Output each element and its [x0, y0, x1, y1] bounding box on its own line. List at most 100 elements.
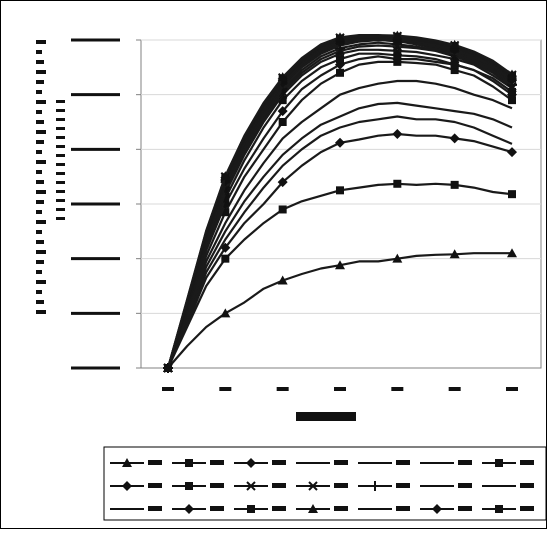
y-axis-title-fragment [56, 118, 65, 121]
legend-item [482, 483, 534, 488]
data-point [507, 248, 517, 258]
y-axis-title-fragment [36, 240, 44, 244]
data-point [449, 133, 460, 144]
x-tick-label [448, 387, 461, 391]
y-axis-title-fragment [36, 210, 42, 214]
data-point [507, 69, 517, 79]
legend-item [110, 506, 162, 511]
data-point [221, 254, 230, 263]
data-point [336, 186, 344, 195]
data-point [495, 459, 503, 467]
data-point [336, 55, 344, 64]
y-axis-title-fragment [36, 260, 44, 264]
data-point [392, 253, 403, 263]
data-point [278, 96, 287, 105]
legend-label [148, 483, 162, 488]
y-axis-title-fragment [56, 181, 65, 184]
legend-label [210, 460, 224, 465]
data-point [163, 363, 173, 372]
legend-item [172, 504, 224, 514]
data-point [335, 32, 345, 42]
series-5 [166, 101, 513, 369]
y-axis-title-fragment [36, 140, 44, 144]
y-axis-title-fragment [36, 50, 42, 54]
x-tick-label [391, 387, 404, 391]
y-axis-title-fragment [36, 250, 46, 254]
y-axis-title-fragment [36, 120, 44, 124]
legend-label [396, 460, 410, 465]
data-point [122, 458, 132, 467]
y-axis-title-fragment [36, 200, 44, 204]
y-axis-label-redacted [36, 40, 65, 314]
legend-label [148, 460, 162, 465]
y-axis-title-fragment [36, 100, 46, 104]
data-point [277, 177, 288, 188]
y-axis-title-fragment [36, 150, 42, 154]
y-axis-title-fragment [36, 190, 46, 194]
data-point [393, 179, 402, 188]
data-point [185, 459, 193, 467]
y-axis-title-fragment [56, 127, 65, 130]
y-axis-title-fragment [36, 270, 42, 274]
y-axis-title-fragment [36, 310, 46, 314]
legend-item [296, 504, 348, 513]
data-point [335, 137, 345, 148]
legend-item [234, 481, 286, 491]
data-point [246, 458, 256, 468]
data-point [246, 481, 256, 491]
legend-item [296, 481, 348, 491]
data-point [220, 308, 231, 318]
legend-label [272, 506, 286, 511]
legend-label [272, 460, 286, 465]
legend-label [148, 506, 162, 511]
series-line [166, 79, 513, 369]
legend-label [520, 483, 534, 488]
x-tick-label [219, 387, 232, 391]
legend-label [396, 506, 410, 511]
data-point [220, 171, 231, 181]
data-point [393, 51, 402, 60]
legend-label [334, 483, 348, 488]
legend-item [172, 459, 224, 467]
y-axis-title-fragment [56, 109, 65, 112]
legend [110, 458, 534, 514]
data-point [432, 504, 442, 514]
x-axis-ticks [162, 387, 518, 391]
data-point [392, 129, 403, 140]
series-4 [166, 115, 513, 369]
data-point [449, 39, 460, 49]
legend-item [482, 459, 534, 467]
data-point [508, 96, 516, 105]
series-3 [163, 129, 517, 373]
legend-label [458, 506, 472, 511]
legend-box [103, 446, 547, 521]
data-point [507, 147, 517, 158]
data-point [308, 481, 318, 491]
data-point [277, 106, 288, 117]
data-point [122, 481, 132, 491]
legend-item [420, 460, 472, 465]
data-point [308, 504, 318, 513]
data-point [277, 275, 288, 285]
legend-item [358, 506, 410, 511]
legend-label [520, 506, 534, 511]
legend-item [420, 504, 472, 514]
y-axis-title-fragment [56, 217, 65, 220]
y-axis-title-fragment [56, 190, 65, 193]
y-axis-title-fragment [56, 100, 65, 103]
series-line [166, 115, 513, 369]
data-point [221, 208, 230, 217]
data-point [278, 118, 287, 126]
data-point [278, 205, 287, 214]
y-axis-title-fragment [36, 160, 46, 164]
series-6 [166, 79, 513, 369]
y-axis-title-fragment [56, 154, 65, 157]
y-axis-title-fragment [36, 90, 42, 94]
legend-item [482, 505, 534, 513]
legend-item [358, 481, 410, 491]
legend-label [458, 460, 472, 465]
legend-label [396, 483, 410, 488]
y-axis-title-fragment [36, 40, 46, 44]
